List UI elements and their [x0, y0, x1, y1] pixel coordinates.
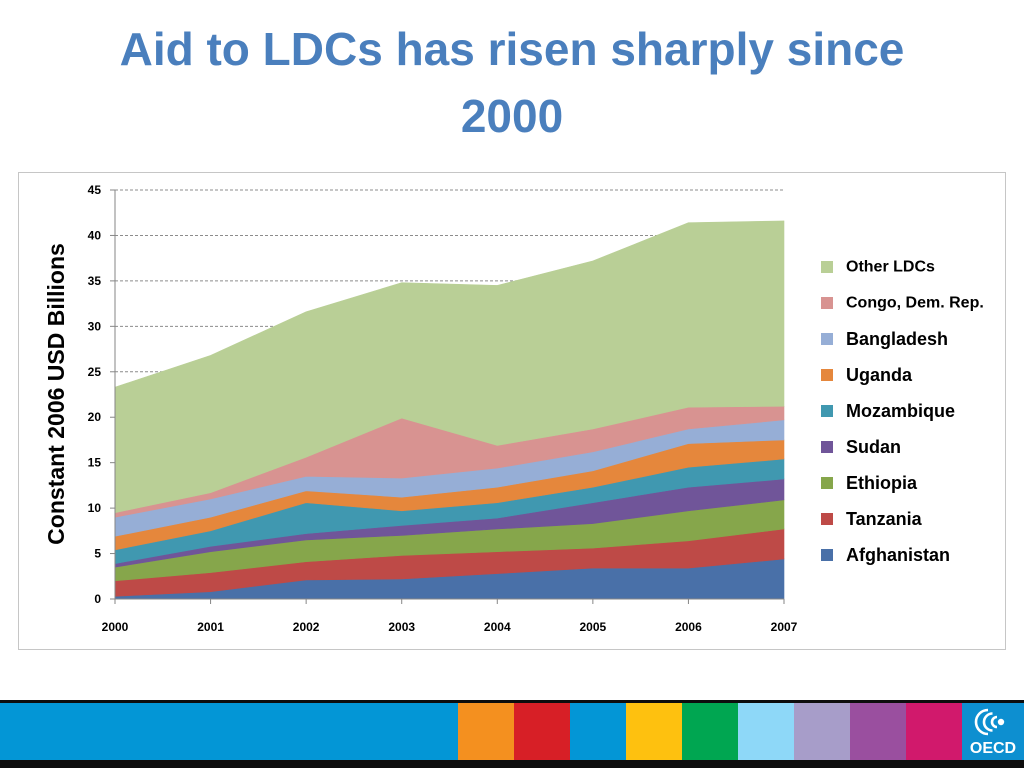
legend-swatch: [821, 369, 833, 381]
x-tick-label: 2001: [197, 620, 224, 634]
chart-frame: 0 5 10 15 20 25 30 35 40 45 2000 2001 2002 2003 2004 2…: [18, 172, 1006, 650]
legend: Other LDCs Congo, Dem. Rep. Bangladesh Ugan…: [821, 259, 984, 565]
y-tick-label: 30: [88, 319, 102, 333]
y-tick-label: 25: [88, 365, 102, 379]
legend-swatch: [821, 261, 833, 273]
legend-label: Tanzania: [846, 509, 923, 529]
legend-item-afghanistan: Afghanistan: [821, 545, 950, 565]
logo-arc: [974, 708, 989, 736]
footer-color-strip: OECD: [0, 703, 1024, 760]
legend-swatch: [821, 297, 833, 309]
footer-color-block: [850, 703, 906, 760]
logo-text: OECD: [970, 740, 1016, 757]
legend-label: Other LDCs: [846, 259, 935, 276]
legend-label: Bangladesh: [846, 329, 948, 349]
legend-label: Uganda: [846, 365, 913, 385]
y-tick-label: 10: [88, 501, 102, 515]
legend-swatch: [821, 513, 833, 525]
x-tick-labels: 2000 2001 2002 2003 2004 2005 2006 2007: [102, 620, 798, 634]
area-other-ldcs: [114, 220, 785, 514]
areas: [114, 220, 785, 600]
footer: OECD: [0, 700, 1024, 768]
y-tick-label: 45: [88, 183, 102, 197]
legend-item-uganda: Uganda: [821, 365, 913, 385]
y-tick-label: 0: [94, 592, 101, 606]
footer-color-block: [570, 703, 626, 760]
x-tick-label: 2007: [771, 620, 798, 634]
footer-color-block: [738, 703, 794, 760]
y-tick-label: 20: [88, 410, 102, 424]
logo-arc: [982, 712, 993, 732]
footer-color-block: [906, 703, 962, 760]
footer-color-block: [458, 703, 514, 760]
legend-item-mozambique: Mozambique: [821, 401, 955, 421]
x-tick-label: 2004: [484, 620, 511, 634]
footer-color-block: [626, 703, 682, 760]
y-tick-label: 35: [88, 274, 102, 288]
legend-item-ethiopia: Ethiopia: [821, 473, 918, 493]
axes: [110, 189, 785, 604]
legend-label: Sudan: [846, 437, 901, 457]
slide-title: Aid to LDCs has risen sharply since 2000: [119, 23, 905, 142]
legend-item-bangladesh: Bangladesh: [821, 329, 948, 349]
legend-swatch: [821, 549, 833, 561]
x-tick-label: 2002: [293, 620, 320, 634]
legend-item-congo-dem-rep: Congo, Dem. Rep.: [821, 295, 984, 312]
y-tick-label: 5: [94, 547, 101, 561]
footer-color-block: [794, 703, 850, 760]
y-axis-title: Constant 2006 USD Billions: [43, 243, 69, 545]
legend-label: Mozambique: [846, 401, 955, 421]
legend-item-tanzania: Tanzania: [821, 509, 923, 529]
footer-color-block: [682, 703, 738, 760]
legend-item-sudan: Sudan: [821, 437, 901, 457]
oecd-emblem-icon: OECD: [970, 708, 1016, 757]
x-tick-label: 2000: [102, 620, 129, 634]
legend-swatch: [821, 333, 833, 345]
legend-item-other-ldcs: Other LDCs: [821, 259, 935, 276]
y-tick-labels: 0 5 10 15 20 25 30 35 40 45: [88, 183, 102, 606]
legend-label: Ethiopia: [846, 473, 918, 493]
y-tick-label: 40: [88, 228, 102, 242]
legend-label: Afghanistan: [846, 545, 950, 565]
x-tick-label: 2005: [580, 620, 607, 634]
legend-swatch: [821, 441, 833, 453]
footer-band: [0, 703, 458, 760]
logo-arc: [990, 715, 998, 729]
legend-swatch: [821, 477, 833, 489]
x-tick-label: 2003: [388, 620, 415, 634]
logo-dot: [997, 718, 1005, 726]
legend-label: Congo, Dem. Rep.: [846, 295, 984, 312]
legend-swatch: [821, 405, 833, 417]
y-tick-label: 15: [88, 456, 102, 470]
footer-color-block: [514, 703, 570, 760]
oecd-logo: OECD: [962, 703, 1024, 760]
x-tick-label: 2006: [675, 620, 702, 634]
